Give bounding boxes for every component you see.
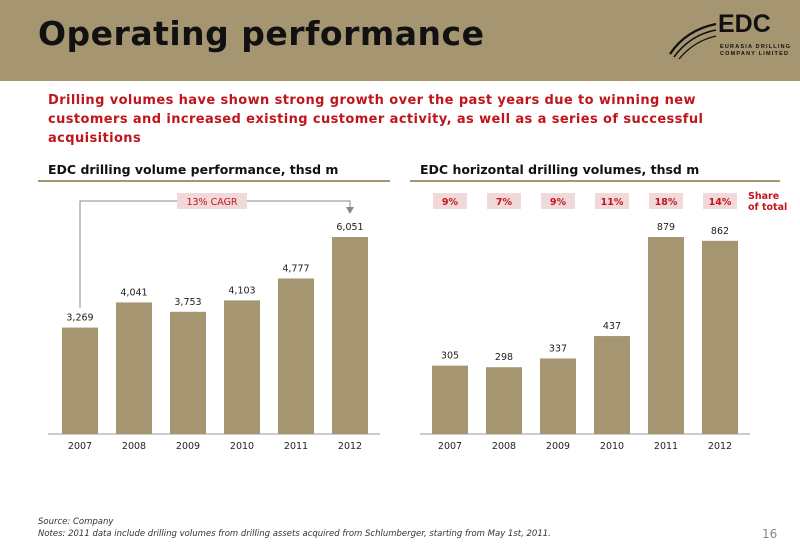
chart-title-left: EDC drilling volume performance, thsd m	[48, 162, 339, 177]
left-bar-2010	[224, 300, 260, 434]
share-badge-2007	[433, 193, 467, 209]
right-bar-2010	[594, 336, 630, 434]
share-label-2007: 9%	[442, 197, 459, 208]
cagr-label: 13% CAGR	[186, 197, 237, 208]
right-value-label-2008: 298	[495, 352, 513, 363]
right-tick-label-2008: 2008	[492, 441, 516, 452]
left-bar-2012	[332, 237, 368, 434]
share-legend-line2: of total	[748, 202, 787, 213]
edc-logo: EDC EURASIA DRILLING COMPANY LIMITED	[668, 10, 792, 68]
right-bar-2007	[432, 365, 468, 434]
share-label-2011: 18%	[655, 197, 678, 208]
footer-source: Source: Company	[38, 517, 114, 527]
left-bar-2009	[170, 311, 206, 434]
share-label-2009: 9%	[550, 197, 567, 208]
left-bar-2011	[278, 278, 314, 434]
right-tick-label-2009: 2009	[546, 441, 570, 452]
left-value-label-2010: 4,103	[228, 285, 255, 296]
left-value-label-2012: 6,051	[336, 222, 363, 233]
share-badge-2009	[541, 193, 575, 209]
left-value-label-2007: 3,269	[66, 313, 93, 324]
page-title: Operating performance	[38, 14, 485, 53]
page-number: 16	[762, 527, 778, 541]
logo-subtext: EURASIA DRILLING COMPANY LIMITED	[720, 44, 792, 57]
right-tick-label-2011: 2011	[654, 441, 678, 452]
right-bar-2011	[648, 237, 684, 434]
share-legend-line1: Share	[748, 191, 779, 202]
cagr-badge	[177, 193, 247, 209]
right-bar-2008	[486, 367, 522, 434]
right-value-label-2009: 337	[549, 343, 567, 354]
left-tick-label-2007: 2007	[68, 441, 92, 452]
right-value-label-2012: 862	[711, 226, 729, 237]
right-bar-2012	[702, 240, 738, 434]
right-value-label-2011: 879	[657, 222, 675, 233]
share-badge-2010	[595, 193, 629, 209]
share-label-2010: 11%	[601, 197, 624, 208]
share-badge-2008	[487, 193, 521, 209]
right-tick-label-2012: 2012	[708, 441, 732, 452]
right-bar-2009	[540, 358, 576, 434]
right-tick-label-2010: 2010	[600, 441, 624, 452]
rule-right	[410, 180, 780, 182]
logo-wordmark: EDC	[718, 10, 771, 38]
left-value-label-2009: 3,753	[174, 297, 201, 308]
left-tick-label-2011: 2011	[284, 441, 308, 452]
share-badge-2011	[649, 193, 683, 209]
left-tick-label-2009: 2009	[176, 441, 200, 452]
share-label-2012: 14%	[709, 197, 732, 208]
left-value-label-2011: 4,777	[282, 263, 309, 274]
subtitle: Drilling volumes have shown strong growt…	[48, 93, 704, 146]
chart-title-right: EDC horizontal drilling volumes, thsd m	[420, 162, 700, 177]
rule-left	[38, 180, 390, 182]
footer-notes: Notes: 2011 data include drilling volume…	[38, 529, 551, 539]
cagr-arrowhead	[346, 207, 354, 214]
left-bar-2008	[116, 302, 152, 434]
share-badge-2012	[703, 193, 737, 209]
header-band: Operating performance EDC EURASIA DRILLI…	[0, 0, 800, 81]
right-value-label-2010: 437	[603, 321, 621, 332]
swoosh-logo-icon	[669, 22, 717, 60]
left-value-label-2008: 4,041	[120, 287, 147, 298]
right-value-label-2007: 305	[441, 351, 459, 362]
share-label-2008: 7%	[496, 197, 513, 208]
left-tick-label-2008: 2008	[122, 441, 146, 452]
left-bar-2007	[62, 327, 98, 434]
right-tick-label-2007: 2007	[438, 441, 462, 452]
left-tick-label-2010: 2010	[230, 441, 254, 452]
left-tick-label-2012: 2012	[338, 441, 362, 452]
